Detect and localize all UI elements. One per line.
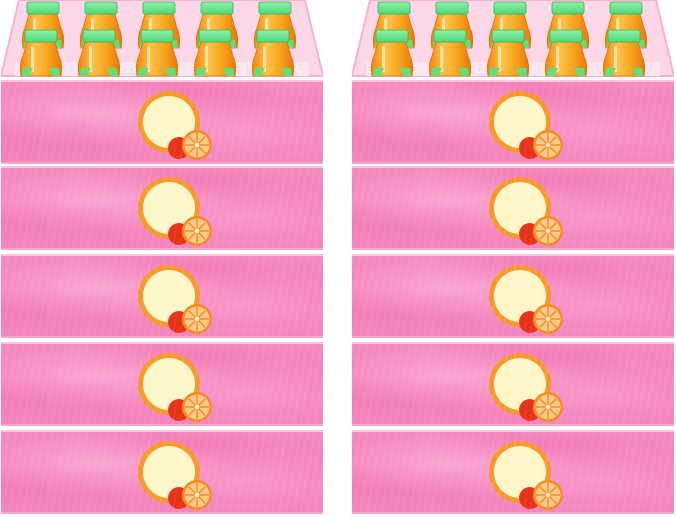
juice-bottle-icon <box>193 29 237 77</box>
orange-label-icon <box>136 352 216 424</box>
crate-label-band <box>352 342 674 426</box>
juice-crate-right <box>352 0 674 517</box>
juice-bottle-icon <box>486 29 530 77</box>
orange-label-drawing <box>489 91 563 160</box>
orange-label-drawing <box>138 91 212 160</box>
juice-bottle-icon <box>251 29 295 77</box>
orange-label-icon <box>487 352 567 424</box>
crate-label-band <box>352 254 674 338</box>
bottle-tray-left <box>1 0 323 80</box>
crate-label-band <box>1 342 323 426</box>
juice-bottle-icon <box>135 29 179 77</box>
juice-bottle-icon <box>428 29 472 77</box>
crate-label-band <box>1 254 323 338</box>
orange-label-icon <box>136 264 216 336</box>
orange-label-icon <box>136 90 216 162</box>
orange-label-drawing <box>489 265 563 334</box>
orange-label-drawing <box>489 353 563 422</box>
bottle-tray-drawing <box>1 0 323 77</box>
crate-label-band <box>1 430 323 514</box>
orange-label-drawing <box>138 177 212 246</box>
orange-label-icon <box>487 264 567 336</box>
bottle-tray-right <box>352 0 674 80</box>
orange-label-drawing <box>138 265 212 334</box>
orange-label-icon <box>136 440 216 512</box>
juice-bottle-icon <box>602 29 646 77</box>
orange-label-drawing <box>138 441 212 510</box>
crate-label-band <box>352 80 674 164</box>
juice-bottle-icon <box>77 29 121 77</box>
orange-label-icon <box>136 176 216 248</box>
crate-label-band <box>1 80 323 164</box>
orange-label-drawing <box>489 441 563 510</box>
orange-label-icon <box>487 90 567 162</box>
juice-bottle-icon <box>370 29 414 77</box>
crate-label-band <box>352 430 674 514</box>
juice-crate-left <box>1 0 323 517</box>
bottle-tray-drawing <box>352 0 674 77</box>
crate-label-band <box>352 166 674 250</box>
crate-label-band <box>1 166 323 250</box>
juice-bottle-icon <box>544 29 588 77</box>
orange-label-icon <box>487 440 567 512</box>
orange-label-drawing <box>138 353 212 422</box>
orange-label-drawing <box>489 177 563 246</box>
orange-label-icon <box>487 176 567 248</box>
juice-bottle-icon <box>19 29 63 77</box>
